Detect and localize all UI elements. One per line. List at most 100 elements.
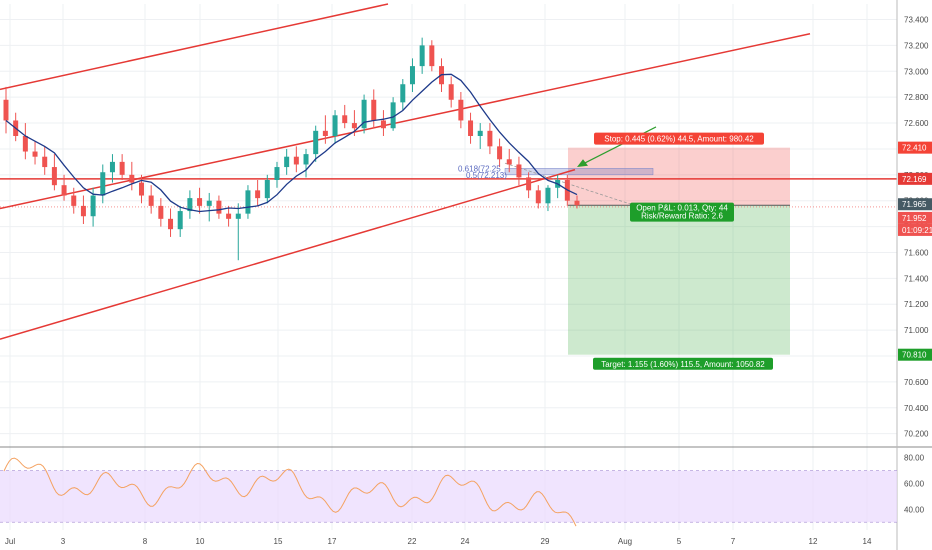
y-tick-label: 73.400 [904,16,929,25]
rsi-tick-label: 40.00 [904,505,925,514]
rsi-band [0,470,897,523]
x-tick-label: 17 [328,537,337,546]
x-tick-label: 12 [809,537,818,546]
candle-body [468,120,474,136]
rsi-tick-label: 80.00 [904,454,925,463]
rsi-tick-label: 60.00 [904,480,925,489]
svg-text:71.952: 71.952 [902,214,927,223]
target-label-text: Target: 1.155 (1.60%) 115.5, Amount: 105… [601,360,765,369]
candle-body [206,200,212,206]
candle-body [332,115,338,136]
x-tick-label: 5 [677,537,682,546]
candle-body [226,213,232,219]
position-tool[interactable] [568,147,790,355]
candle-body [177,211,183,230]
stop-label-text: Stop: 0.445 (0.62%) 44.5, Amount: 980.42 [604,135,754,144]
target-price-tag: 70.810 [898,348,932,361]
candle-body [42,156,48,168]
rsi-line [3,457,577,527]
lower-trendline[interactable] [0,168,576,340]
fib-retracement-box [504,168,654,176]
candle-body [284,156,290,168]
target-label: Target: 1.155 (1.60%) 115.5, Amount: 105… [593,357,773,370]
y-tick-label: 71.400 [904,274,929,283]
x-tick-label: 15 [274,537,283,546]
price-tags: 72.410 72.169 71.965 71.952 01:09:21 70.… [898,141,932,361]
y-tick-label: 71.000 [904,326,929,335]
candle-body [390,102,396,129]
prev-price-tag: 71.952 [898,211,932,224]
candle-body [293,156,299,165]
candle-body [400,84,406,103]
upper-trendline[interactable] [0,3,389,91]
line-price-tag: 72.169 [898,172,932,185]
x-tick-label: 10 [196,537,205,546]
svg-text:70.810: 70.810 [902,351,927,360]
time-axis-ticks: Jul 3 8 10 15 17 22 24 29 Aug 5 7 12 14 [5,537,872,546]
fib-labels: 0.618(72.25 0.5(72.213) [458,164,507,179]
candle-body [535,190,541,204]
candle-body [71,195,77,206]
countdown-tag: 01:09:21 [898,223,932,236]
rsi-axis-ticks: 80.00 60.00 40.00 [904,454,925,515]
candle-body [429,45,435,67]
candle-body [371,99,377,121]
candle-body [448,84,454,100]
candle-body [90,195,96,217]
candle-body [148,195,154,206]
candle-body [216,200,222,214]
x-tick-label: 8 [143,537,148,546]
candle-body [100,172,106,196]
candle-body [158,205,164,219]
candle-body [351,123,357,129]
fib-05-label: 0.5(72.213) [466,171,507,180]
svg-text:72.169: 72.169 [902,175,927,184]
candle-body [380,120,386,129]
fib-618-label: 0.618(72.25 [458,164,501,173]
candle-body [235,213,241,219]
rsi-pane[interactable]: 80.00 60.00 40.00 [0,454,925,527]
x-tick-label: 7 [731,537,736,546]
candle-body [313,130,319,155]
horizontal-gridlines [0,19,897,435]
y-tick-label: 73.000 [904,67,929,76]
candle-body [245,190,251,214]
stop-label: Stop: 0.445 (0.62%) 44.5, Amount: 980.42 [594,132,764,145]
candle-body [61,185,67,196]
candle-body [3,99,9,121]
moving-average-line [5,73,578,213]
y-tick-label: 72.800 [904,93,929,102]
svg-text:72.410: 72.410 [902,144,927,153]
candle-body [303,154,309,165]
y-tick-label: 70.400 [904,404,929,413]
candle-body [255,190,261,199]
x-tick-label: Aug [618,537,632,546]
svg-text:71.965: 71.965 [902,200,927,209]
candle-body [22,136,28,152]
candle-body [322,130,328,136]
candle-body [419,45,425,67]
candle-body [80,205,86,217]
x-tick-label: 24 [461,537,470,546]
pnl-label: Open P&L: 0.013, Qty: 44 Risk/Reward Rat… [630,202,734,222]
candle-body [197,198,203,206]
arrow-head-icon [577,159,588,168]
target-zone [568,205,790,355]
candle-body [477,130,483,136]
stop-price-tag: 72.410 [898,141,932,154]
stop-zone [568,147,790,206]
candle-body [458,99,464,121]
candle-body [119,161,125,175]
candle-body [526,177,532,191]
y-tick-label: 70.200 [904,430,929,439]
pnl-label-text: Open P&L: 0.013, Qty: 44 [636,204,728,213]
x-tick-label: 22 [408,537,417,546]
candle-body [187,198,193,212]
fib-zone [504,168,654,176]
x-tick-label: 14 [863,537,872,546]
candle-body [487,130,493,147]
y-tick-label: 71.600 [904,248,929,257]
candle-body [342,115,348,124]
